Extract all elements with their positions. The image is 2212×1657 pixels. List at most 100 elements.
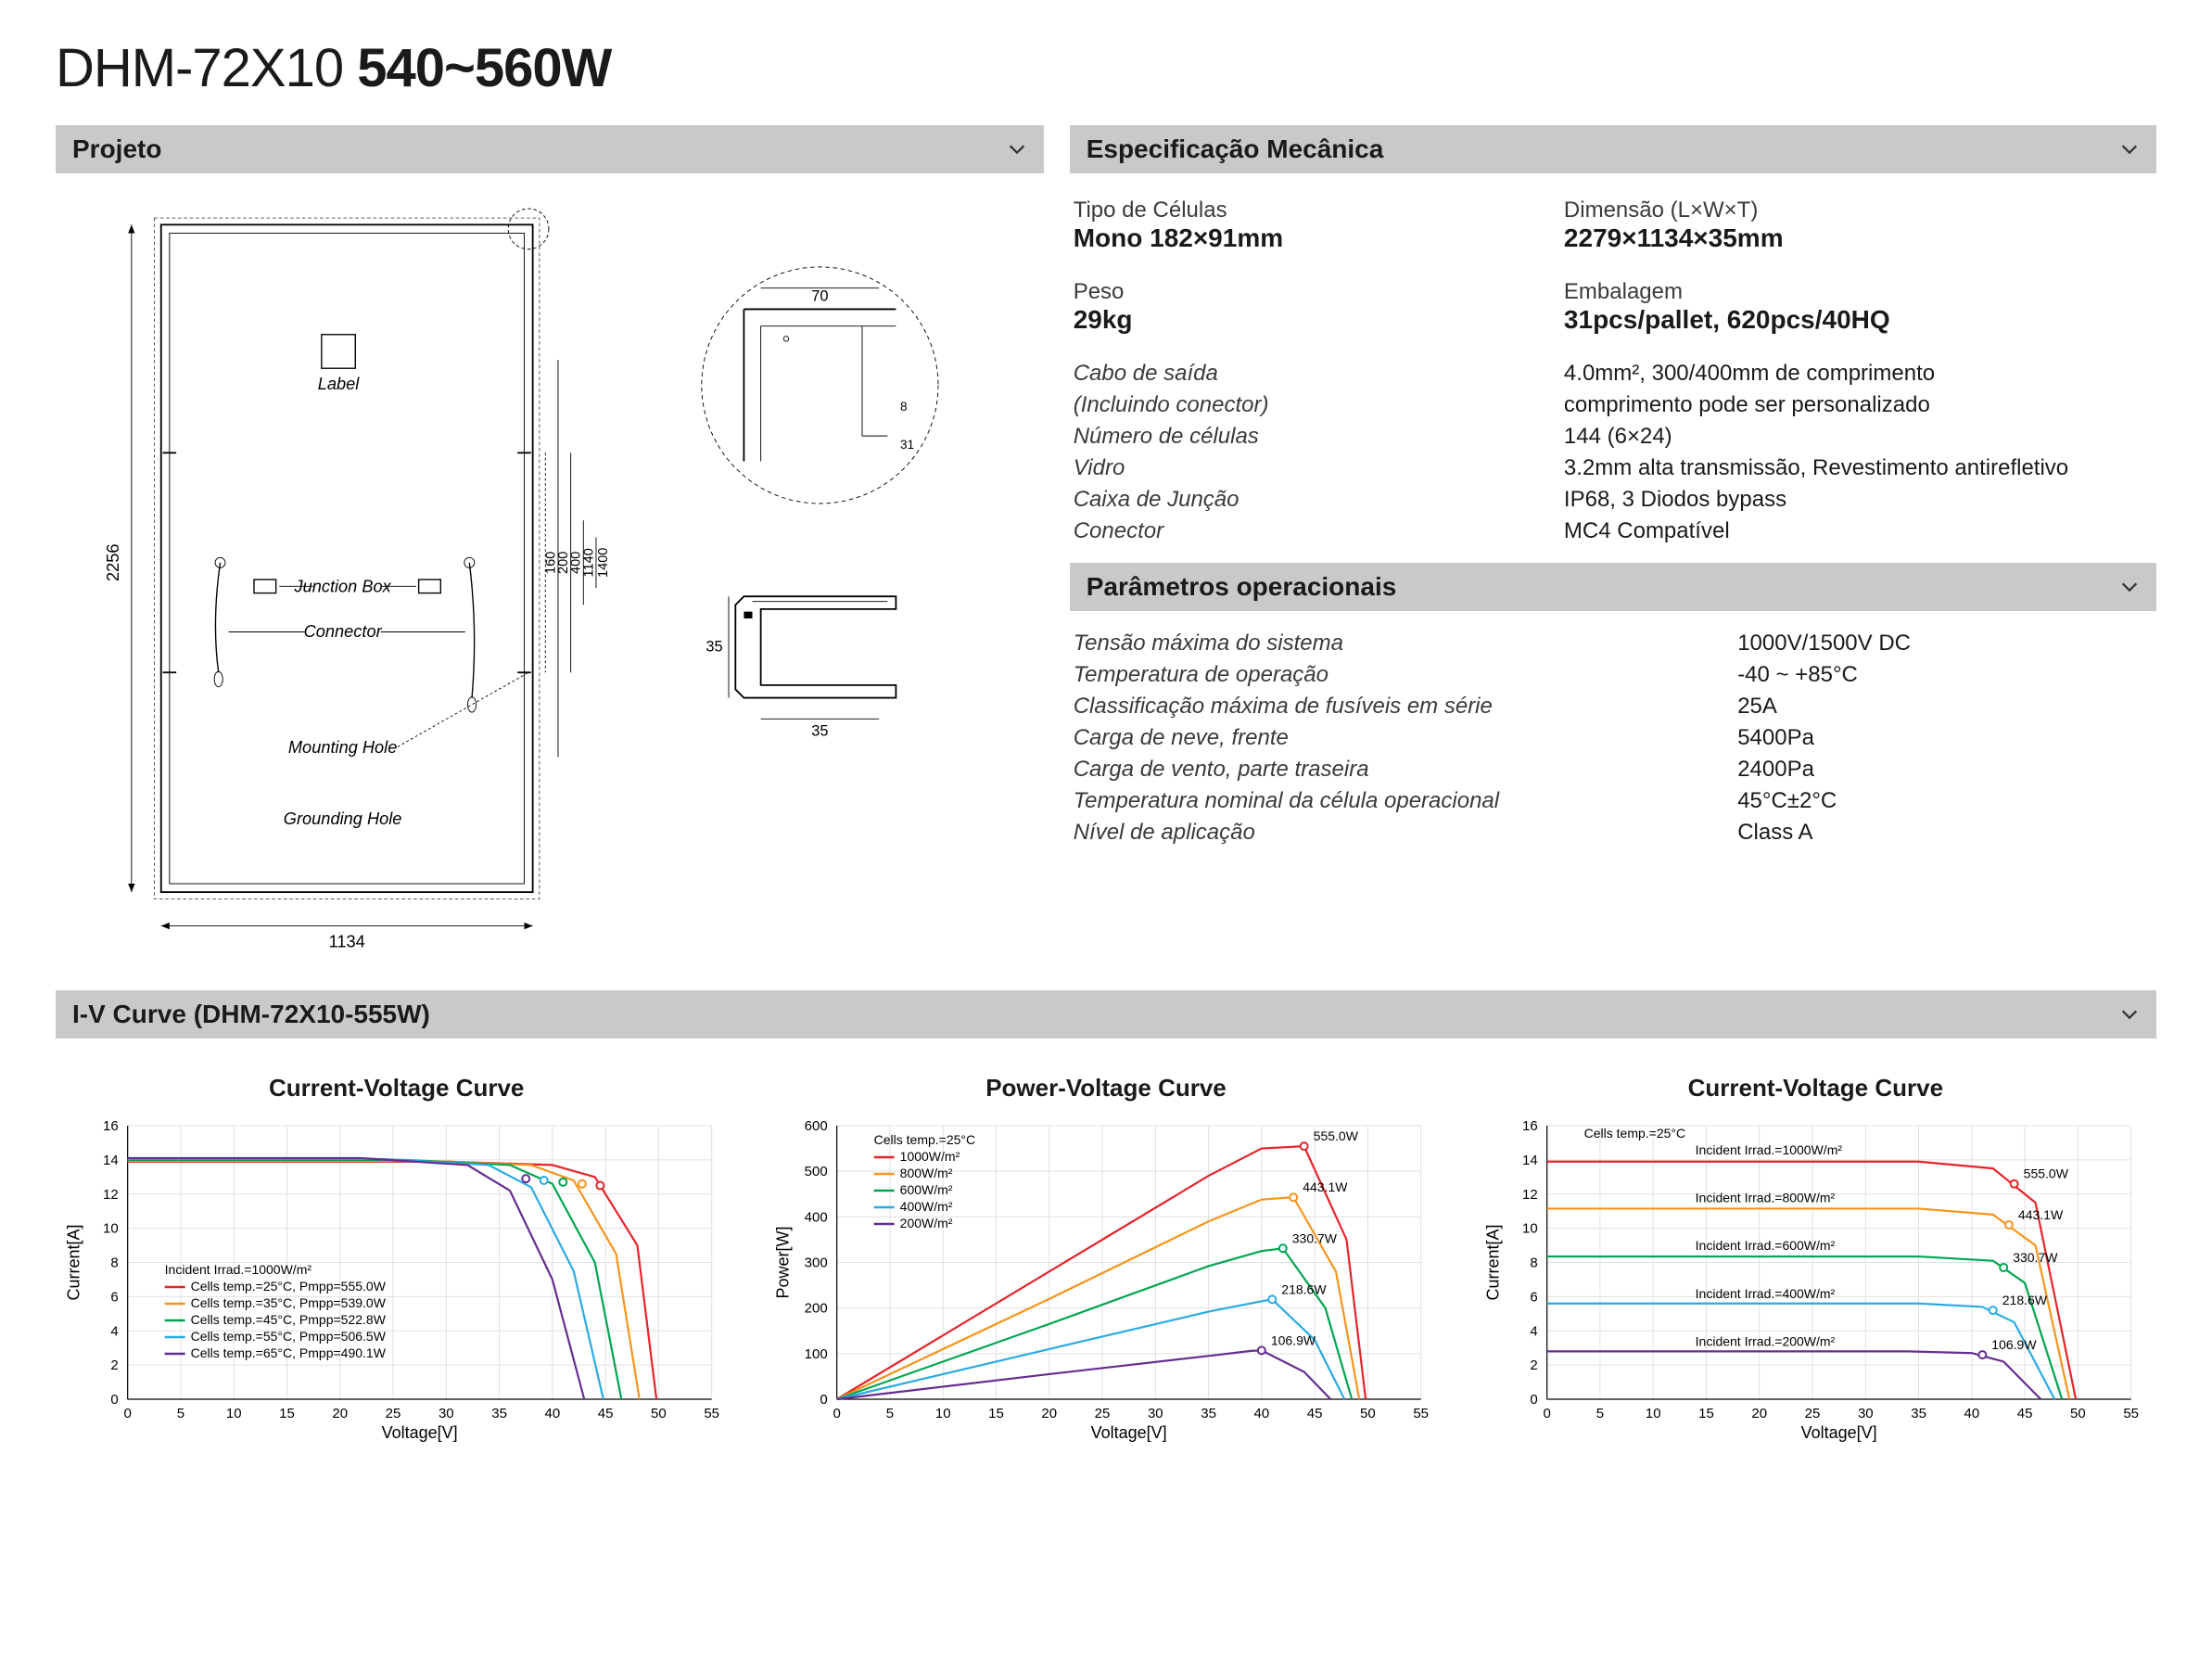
projeto-title: Projeto bbox=[72, 134, 161, 164]
svg-text:600: 600 bbox=[805, 1118, 828, 1134]
svg-text:Grounding Hole: Grounding Hole bbox=[284, 809, 402, 828]
svg-text:35: 35 bbox=[811, 723, 828, 740]
svg-text:330.7W: 330.7W bbox=[2013, 1250, 2058, 1265]
op-param-label: Tensão máxima do sistema bbox=[1074, 631, 1737, 656]
packaging-label: Embalagem bbox=[1564, 279, 2153, 305]
operacionais-header[interactable]: Parâmetros operacionais bbox=[1070, 563, 2156, 611]
svg-text:0: 0 bbox=[110, 1392, 118, 1408]
op-param-value: 45°C±2°C bbox=[1737, 788, 2153, 814]
svg-text:Connector: Connector bbox=[304, 622, 383, 641]
spec-row-value: 4.0mm², 300/400mm de comprimento bbox=[1564, 361, 2153, 387]
svg-text:10: 10 bbox=[1522, 1221, 1538, 1237]
svg-text:330.7W: 330.7W bbox=[1292, 1230, 1338, 1245]
frame-profile: 35 35 bbox=[706, 596, 896, 739]
svg-text:35: 35 bbox=[1201, 1406, 1217, 1421]
weight-label: Peso bbox=[1074, 279, 1564, 305]
svg-text:106.9W: 106.9W bbox=[1991, 1337, 2037, 1352]
svg-text:1134: 1134 bbox=[329, 932, 365, 950]
svg-text:400: 400 bbox=[569, 552, 584, 574]
svg-text:Cells temp.=55°C, Pmpp=506.5W: Cells temp.=55°C, Pmpp=506.5W bbox=[191, 1329, 387, 1344]
svg-text:218.6W: 218.6W bbox=[1282, 1281, 1328, 1296]
svg-text:Cells temp.=25°C, Pmpp=555.0W: Cells temp.=25°C, Pmpp=555.0W bbox=[191, 1279, 387, 1294]
svg-text:Voltage[V]: Voltage[V] bbox=[382, 1423, 458, 1442]
svg-text:800W/m²: 800W/m² bbox=[900, 1166, 953, 1180]
svg-text:Cells temp.=35°C, Pmpp=539.0W: Cells temp.=35°C, Pmpp=539.0W bbox=[191, 1295, 387, 1310]
svg-text:Power[W]: Power[W] bbox=[774, 1226, 793, 1298]
op-param-value: -40 ~ +85°C bbox=[1737, 662, 2153, 688]
svg-text:12: 12 bbox=[1522, 1187, 1538, 1203]
dim-height: 2256 bbox=[104, 224, 134, 892]
svg-text:35: 35 bbox=[1911, 1406, 1926, 1421]
dim-right: 1400 1140 400 200 160 bbox=[543, 360, 610, 757]
svg-text:Mounting Hole: Mounting Hole bbox=[288, 738, 397, 757]
svg-text:50: 50 bbox=[1360, 1406, 1376, 1421]
chart1-title: Current-Voltage Curve bbox=[56, 1074, 737, 1103]
ivcurve-title: I-V Curve (DHM-72X10-555W) bbox=[72, 1000, 430, 1029]
projeto-header[interactable]: Projeto bbox=[56, 125, 1044, 173]
mecanica-title: Especificação Mecânica bbox=[1087, 134, 1384, 164]
spec-row-label: (Incluindo conector) bbox=[1074, 392, 1564, 418]
svg-text:555.0W: 555.0W bbox=[2023, 1166, 2068, 1181]
op-param-row: Temperatura nominal da célula operaciona… bbox=[1070, 785, 2156, 817]
op-param-label: Temperatura nominal da célula operaciona… bbox=[1074, 788, 1737, 814]
spec-row-label: Cabo de saída bbox=[1074, 361, 1564, 387]
ivcurve-header[interactable]: I-V Curve (DHM-72X10-555W) bbox=[56, 990, 2156, 1039]
svg-text:30: 30 bbox=[439, 1406, 454, 1421]
svg-text:45: 45 bbox=[598, 1406, 614, 1421]
svg-text:6: 6 bbox=[110, 1289, 118, 1305]
svg-text:15: 15 bbox=[1698, 1406, 1714, 1421]
svg-text:Incident Irrad.=600W/m²: Incident Irrad.=600W/m² bbox=[1695, 1238, 1835, 1253]
svg-text:50: 50 bbox=[2070, 1406, 2086, 1421]
svg-text:5: 5 bbox=[177, 1406, 184, 1421]
op-param-label: Carga de neve, frente bbox=[1074, 725, 1737, 751]
spec-row-value: MC4 Compatível bbox=[1564, 518, 2153, 544]
spec-row-value: 144 (6×24) bbox=[1564, 424, 2153, 450]
mech-spec-grid: Tipo de Células Mono 182×91mm Dimensão (… bbox=[1070, 190, 2156, 563]
svg-text:Current[A]: Current[A] bbox=[65, 1224, 83, 1300]
svg-text:160: 160 bbox=[543, 552, 558, 574]
svg-text:25: 25 bbox=[1095, 1406, 1111, 1421]
svg-text:25: 25 bbox=[1804, 1406, 1820, 1421]
svg-text:25: 25 bbox=[386, 1406, 401, 1421]
svg-text:30: 30 bbox=[1858, 1406, 1874, 1421]
spec-row-value: 3.2mm alta transmissão, Revestimento ant… bbox=[1564, 455, 2153, 481]
op-param-row: Nível de aplicaçãoClass A bbox=[1070, 817, 2156, 848]
svg-text:10: 10 bbox=[935, 1406, 951, 1421]
svg-text:14: 14 bbox=[103, 1153, 119, 1168]
page-title: DHM-72X10 540~560W bbox=[56, 37, 2156, 99]
op-param-label: Nível de aplicação bbox=[1074, 820, 1737, 846]
svg-text:100: 100 bbox=[805, 1346, 828, 1362]
svg-text:10: 10 bbox=[1646, 1406, 1661, 1421]
svg-text:Incident Irrad.=400W/m²: Incident Irrad.=400W/m² bbox=[1695, 1286, 1835, 1301]
svg-text:Cells temp.=45°C, Pmpp=522.8W: Cells temp.=45°C, Pmpp=522.8W bbox=[191, 1312, 387, 1327]
chart-1: Current-Voltage Curve 051015202530354045… bbox=[56, 1074, 737, 1450]
svg-text:20: 20 bbox=[1042, 1406, 1058, 1421]
svg-text:200: 200 bbox=[805, 1301, 828, 1317]
svg-text:200: 200 bbox=[556, 552, 571, 574]
svg-text:55: 55 bbox=[704, 1406, 719, 1421]
dimension-value: 2279×1134×35mm bbox=[1564, 223, 2153, 253]
svg-text:555.0W: 555.0W bbox=[1314, 1128, 1359, 1143]
title-bold: 540~560W bbox=[357, 38, 611, 98]
op-param-value: 1000V/1500V DC bbox=[1737, 631, 2153, 656]
svg-text:15: 15 bbox=[988, 1406, 1004, 1421]
op-param-value: 5400Pa bbox=[1737, 725, 2153, 751]
svg-text:0: 0 bbox=[820, 1392, 828, 1408]
chart1-svg: 05101520253035404550550246810121416Volta… bbox=[56, 1112, 737, 1446]
frame-detail-circle: 70 8 31 bbox=[702, 267, 938, 503]
svg-text:Cells temp.=25°C: Cells temp.=25°C bbox=[874, 1132, 975, 1147]
svg-text:16: 16 bbox=[1522, 1118, 1538, 1134]
cell-type-value: Mono 182×91mm bbox=[1074, 223, 1564, 253]
operacionais-title: Parâmetros operacionais bbox=[1087, 572, 1397, 602]
op-param-label: Carga de vento, parte traseira bbox=[1074, 757, 1737, 783]
svg-text:55: 55 bbox=[1414, 1406, 1430, 1421]
svg-text:6: 6 bbox=[1530, 1289, 1537, 1305]
svg-text:30: 30 bbox=[1148, 1406, 1163, 1421]
op-param-row: Classificação máxima de fusíveis em séri… bbox=[1070, 691, 2156, 722]
chart3-title: Current-Voltage Curve bbox=[1475, 1074, 2156, 1103]
svg-text:31: 31 bbox=[900, 438, 914, 452]
svg-text:Current[A]: Current[A] bbox=[1483, 1224, 1502, 1300]
title-prefix: DHM-72X10 bbox=[56, 38, 357, 98]
mecanica-header[interactable]: Especificação Mecânica bbox=[1070, 125, 2156, 173]
op-param-row: Tensão máxima do sistema1000V/1500V DC bbox=[1070, 628, 2156, 659]
